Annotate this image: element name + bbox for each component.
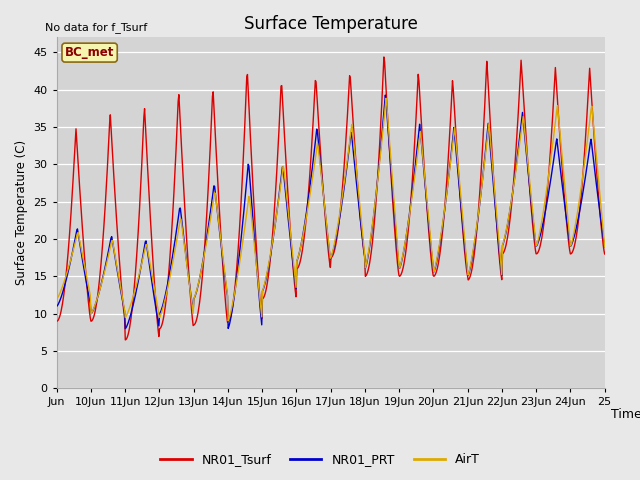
Text: No data for f_Tsurf: No data for f_Tsurf <box>45 22 147 33</box>
Title: Surface Temperature: Surface Temperature <box>244 15 418 33</box>
Y-axis label: Surface Temperature (C): Surface Temperature (C) <box>15 140 28 286</box>
X-axis label: Time: Time <box>611 408 640 421</box>
Text: BC_met: BC_met <box>65 46 115 59</box>
Legend: NR01_Tsurf, NR01_PRT, AirT: NR01_Tsurf, NR01_PRT, AirT <box>156 448 484 471</box>
